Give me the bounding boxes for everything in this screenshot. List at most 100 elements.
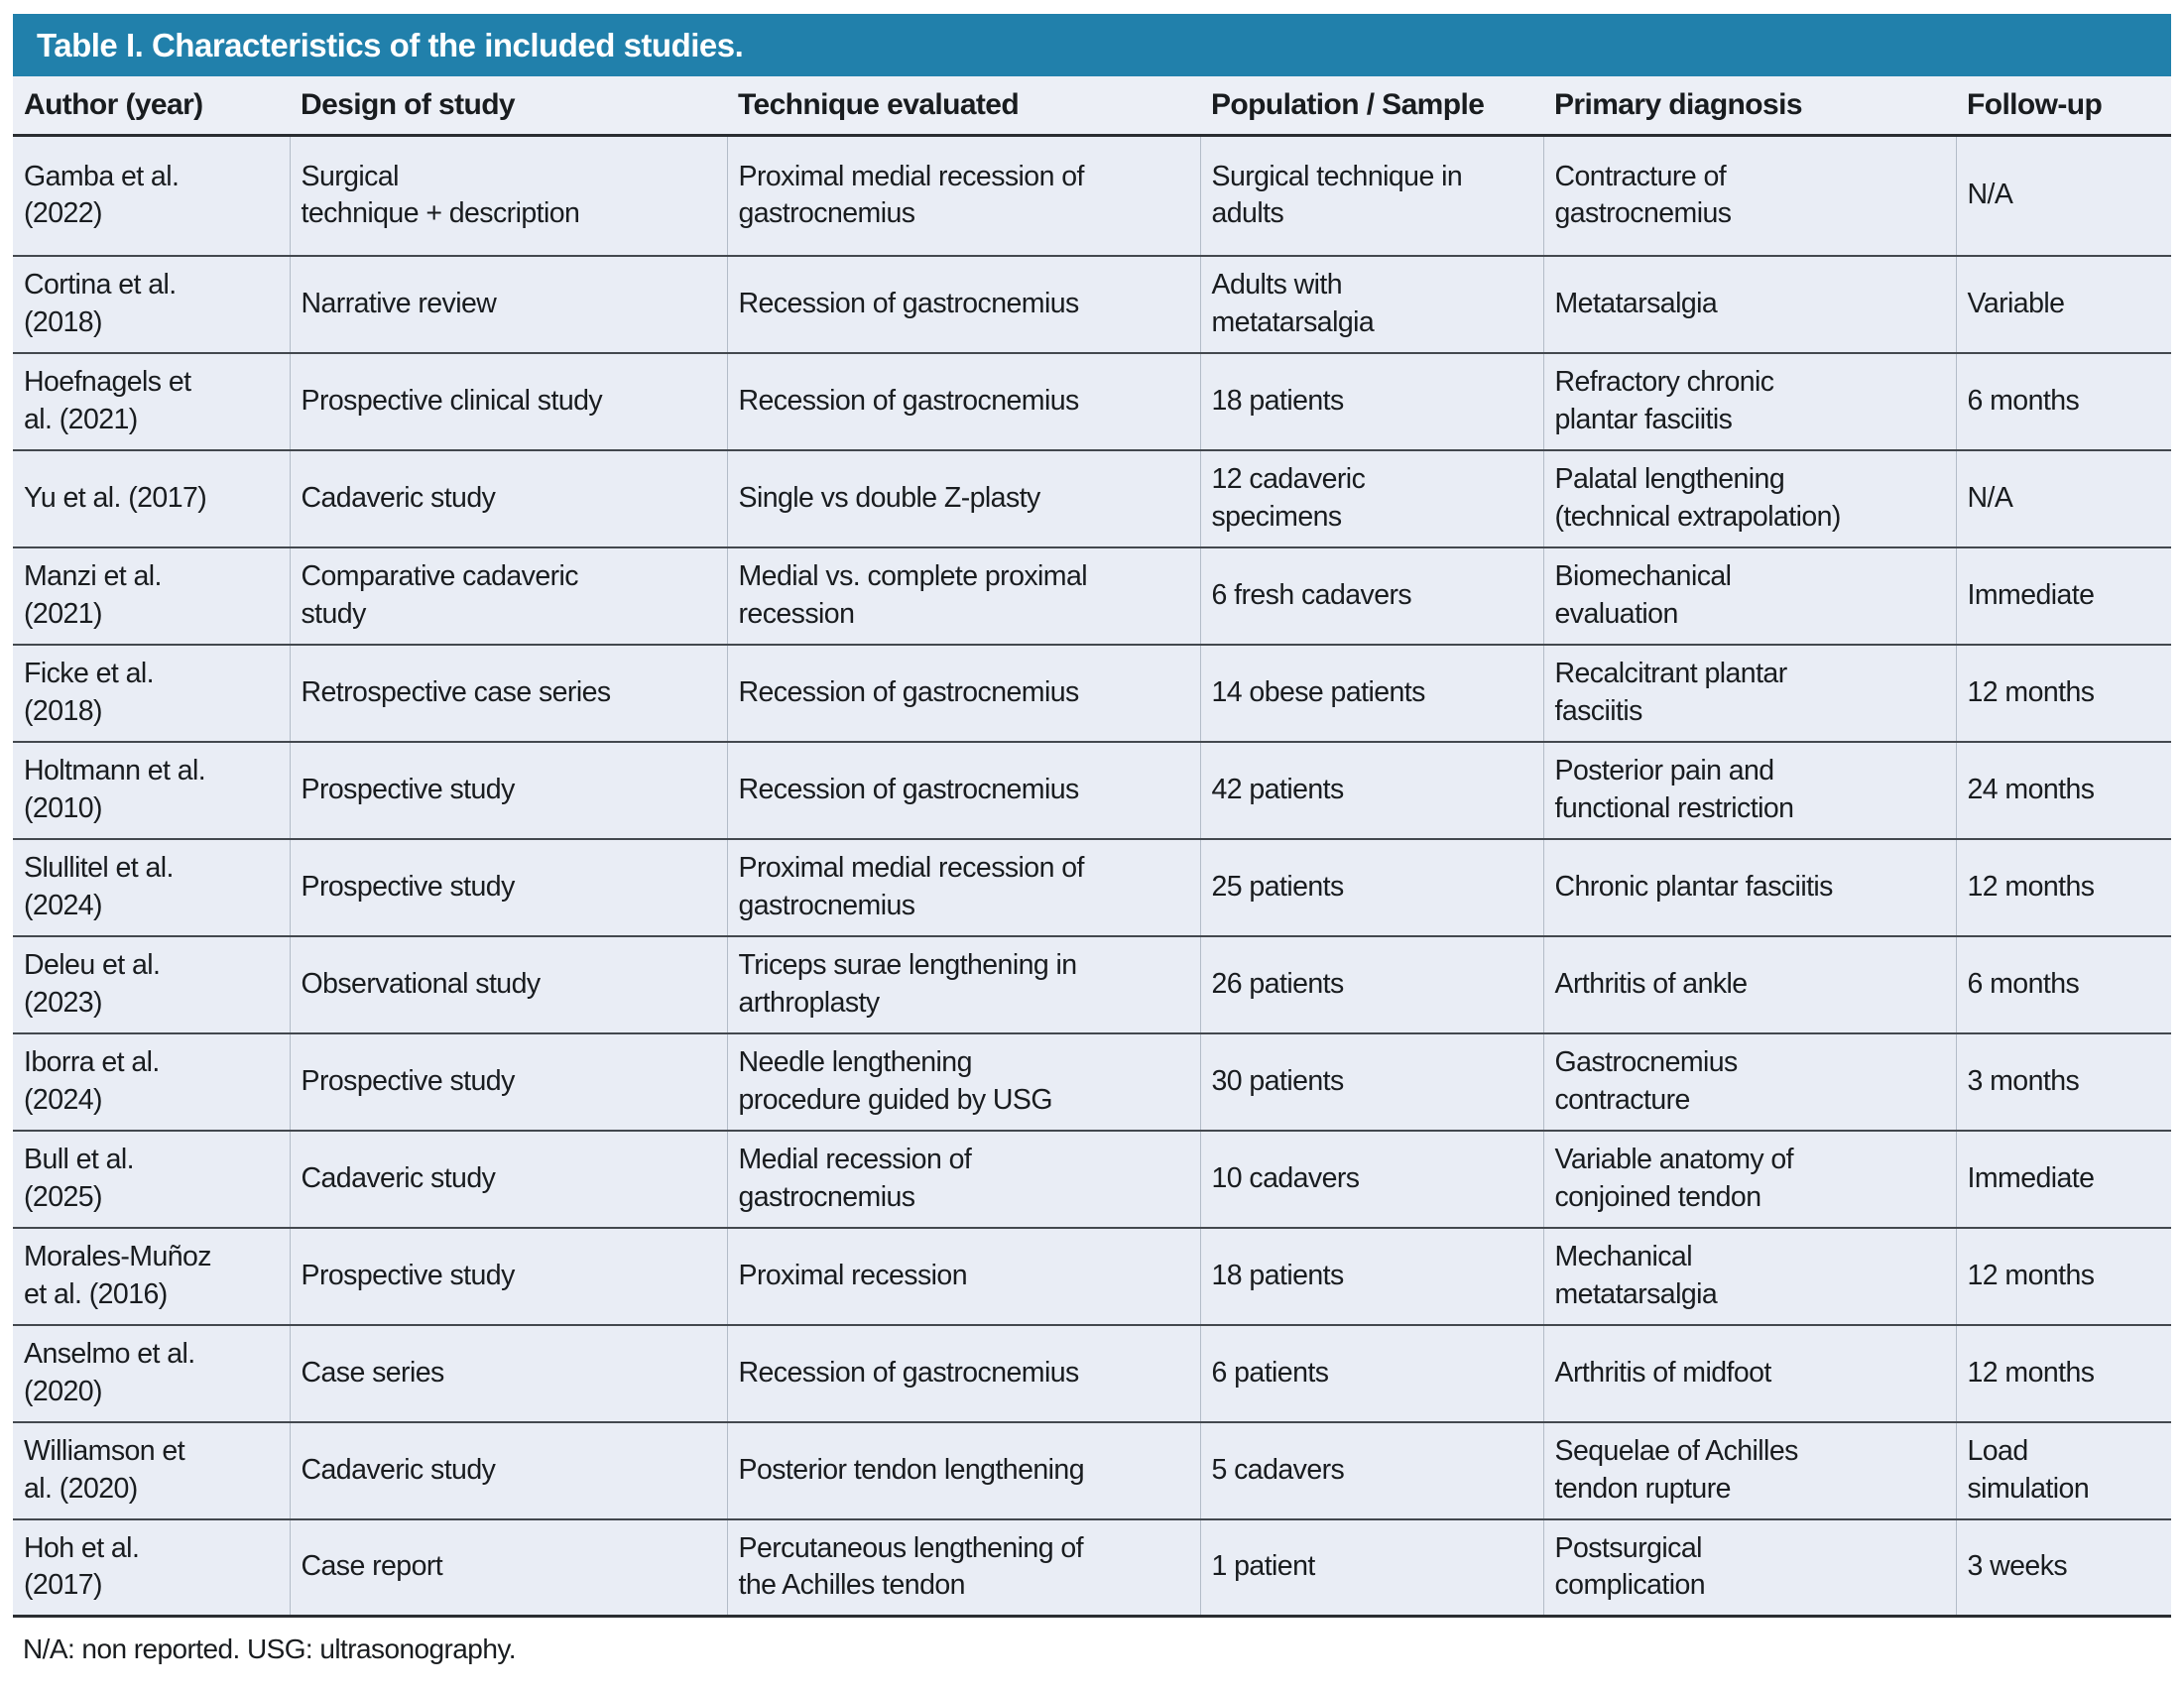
cell-author-year: Bull et al. (2025) — [13, 1130, 290, 1229]
cell-primary-diagnosis: Mechanical metatarsalgia — [1542, 1227, 1956, 1326]
cell-population-sample: 1 patient — [1199, 1518, 1543, 1618]
column-header-follow-up: Follow-up — [1956, 76, 2171, 137]
cell-author-year: Cortina et al. (2018) — [13, 255, 290, 354]
cell-design-of-study: Case series — [289, 1324, 727, 1423]
cell-technique-evaluated: Proximal medial recession of gastrocnemi… — [726, 135, 1200, 257]
cell-primary-diagnosis: Posterior pain and functional restrictio… — [1542, 741, 1956, 840]
cell-population-sample: 6 patients — [1199, 1324, 1543, 1423]
column-header-author-year: Author (year) — [13, 76, 290, 137]
cell-technique-evaluated: Proximal recession — [726, 1227, 1200, 1326]
cell-primary-diagnosis: Recalcitrant plantar fasciitis — [1542, 644, 1956, 743]
cell-population-sample: 14 obese patients — [1199, 644, 1543, 743]
cell-follow-up: 12 months — [1955, 644, 2171, 743]
cell-technique-evaluated: Recession of gastrocnemius — [726, 741, 1200, 840]
cell-design-of-study: Prospective study — [289, 838, 727, 937]
table-row: Hoefnagels et al. (2021) Prospective clin… — [13, 352, 2171, 451]
cell-design-of-study: Narrative review — [289, 255, 727, 354]
cell-follow-up: 12 months — [1955, 1324, 2171, 1423]
table-row: Gamba et al. (2022) Surgical technique + … — [13, 135, 2171, 257]
cell-technique-evaluated: Recession of gastrocnemius — [726, 255, 1200, 354]
cell-follow-up: Immediate — [1955, 1130, 2171, 1229]
table-row: Iborra et al. (2024) Prospective study Nee… — [13, 1032, 2171, 1132]
cell-population-sample: 10 cadavers — [1199, 1130, 1543, 1229]
cell-population-sample: 30 patients — [1199, 1032, 1543, 1132]
cell-primary-diagnosis: Sequelae of Achilles tendon rupture — [1542, 1421, 1956, 1520]
column-header-population-sample: Population / Sample — [1200, 76, 1543, 137]
cell-population-sample: 12 cadaveric specimens — [1199, 449, 1543, 548]
cell-author-year: Yu et al. (2017) — [13, 449, 290, 548]
cell-primary-diagnosis: Arthritis of ankle — [1542, 935, 1956, 1034]
cell-technique-evaluated: Recession of gastrocnemius — [726, 644, 1200, 743]
cell-population-sample: 5 cadavers — [1199, 1421, 1543, 1520]
table-row: Holtmann et al. (2010) Prospective study R… — [13, 741, 2171, 840]
table-body: Gamba et al. (2022) Surgical technique + … — [13, 135, 2171, 1618]
cell-primary-diagnosis: Biomechanical evaluation — [1542, 546, 1956, 646]
cell-design-of-study: Cadaveric study — [289, 449, 727, 548]
cell-author-year: Gamba et al. (2022) — [13, 135, 290, 257]
table-row: Slullitel et al. (2024) Prospective study… — [13, 838, 2171, 937]
cell-author-year: Ficke et al. (2018) — [13, 644, 290, 743]
cell-design-of-study: Cadaveric study — [289, 1421, 727, 1520]
table-row: Deleu et al. (2023) Observational study Tr… — [13, 935, 2171, 1034]
cell-follow-up: N/A — [1955, 135, 2171, 257]
cell-technique-evaluated: Recession of gastrocnemius — [726, 352, 1200, 451]
cell-population-sample: 42 patients — [1199, 741, 1543, 840]
cell-author-year: Hoefnagels et al. (2021) — [13, 352, 290, 451]
cell-technique-evaluated: Needle lengthening procedure guided by U… — [726, 1032, 1200, 1132]
cell-primary-diagnosis: Arthritis of midfoot — [1542, 1324, 1956, 1423]
table-row: Bull et al. (2025) Cadaveric study Medial … — [13, 1130, 2171, 1229]
cell-follow-up: 24 months — [1955, 741, 2171, 840]
cell-technique-evaluated: Recession of gastrocnemius — [726, 1324, 1200, 1423]
cell-primary-diagnosis: Metatarsalgia — [1542, 255, 1956, 354]
table-row: Yu et al. (2017) Cadaveric study Single vs… — [13, 449, 2171, 548]
cell-author-year: Holtmann et al. (2010) — [13, 741, 290, 840]
table-row: Morales-Muñoz et al. (2016) Prospective s… — [13, 1227, 2171, 1326]
cell-technique-evaluated: Medial recession of gastrocnemius — [726, 1130, 1200, 1229]
table-row: Manzi et al. (2021) Comparative cadaveric… — [13, 546, 2171, 646]
cell-follow-up: 3 months — [1955, 1032, 2171, 1132]
cell-primary-diagnosis: Gastrocnemius contracture — [1542, 1032, 1956, 1132]
table-title: Table I. Characteristics of the included… — [37, 26, 744, 63]
table-row: Ficke et al. (2018) Retrospective case se… — [13, 644, 2171, 743]
cell-author-year: Morales-Muñoz et al. (2016) — [13, 1227, 290, 1326]
cell-technique-evaluated: Triceps surae lengthening in arthroplast… — [726, 935, 1200, 1034]
cell-design-of-study: Comparative cadaveric study — [289, 546, 727, 646]
cell-population-sample: Surgical technique in adults — [1199, 135, 1543, 257]
cell-follow-up: Immediate — [1955, 546, 2171, 646]
cell-primary-diagnosis: Variable anatomy of conjoined tendon — [1542, 1130, 1956, 1229]
cell-follow-up: 12 months — [1955, 838, 2171, 937]
cell-follow-up: N/A — [1955, 449, 2171, 548]
table-row: Williamson et al. (2020) Cadaveric study P… — [13, 1421, 2171, 1520]
cell-author-year: Manzi et al. (2021) — [13, 546, 290, 646]
cell-primary-diagnosis: Contracture of gastrocnemius — [1542, 135, 1956, 257]
cell-technique-evaluated: Proximal medial recession of gastrocnemi… — [726, 838, 1200, 937]
cell-design-of-study: Surgical technique + description — [289, 135, 727, 257]
cell-primary-diagnosis: Postsurgical complication — [1542, 1518, 1956, 1618]
table-row: Cortina et al. (2018) Narrative review Rec… — [13, 255, 2171, 354]
studies-table: Author (year) Design of study Technique ev… — [13, 76, 2171, 1618]
cell-population-sample: Adults with metatarsalgia — [1199, 255, 1543, 354]
cell-technique-evaluated: Single vs double Z-plasty — [726, 449, 1200, 548]
cell-follow-up: 6 months — [1955, 935, 2171, 1034]
cell-population-sample: 26 patients — [1199, 935, 1543, 1034]
table-row: Anselmo et al. (2020) Case series Recessio… — [13, 1324, 2171, 1423]
column-header-design-of-study: Design of study — [290, 76, 727, 137]
cell-design-of-study: Cadaveric study — [289, 1130, 727, 1229]
table-row: Hoh et al. (2017) Case report Percutaneous… — [13, 1518, 2171, 1618]
cell-population-sample: 18 patients — [1199, 352, 1543, 451]
cell-design-of-study: Observational study — [289, 935, 727, 1034]
column-header-technique-evaluated: Technique evaluated — [727, 76, 1200, 137]
column-header-primary-diagnosis: Primary diagnosis — [1543, 76, 1956, 137]
cell-follow-up: 3 weeks — [1955, 1518, 2171, 1618]
cell-author-year: Slullitel et al. (2024) — [13, 838, 290, 937]
cell-design-of-study: Prospective study — [289, 1032, 727, 1132]
cell-follow-up: 12 months — [1955, 1227, 2171, 1326]
cell-follow-up: Load simulation — [1955, 1421, 2171, 1520]
table-header: Author (year) Design of study Technique ev… — [13, 76, 2171, 137]
cell-primary-diagnosis: Chronic plantar fasciitis — [1542, 838, 1956, 937]
header-row: Author (year) Design of study Technique ev… — [13, 76, 2171, 137]
cell-author-year: Williamson et al. (2020) — [13, 1421, 290, 1520]
cell-population-sample: 25 patients — [1199, 838, 1543, 937]
cell-technique-evaluated: Posterior tendon lengthening — [726, 1421, 1200, 1520]
